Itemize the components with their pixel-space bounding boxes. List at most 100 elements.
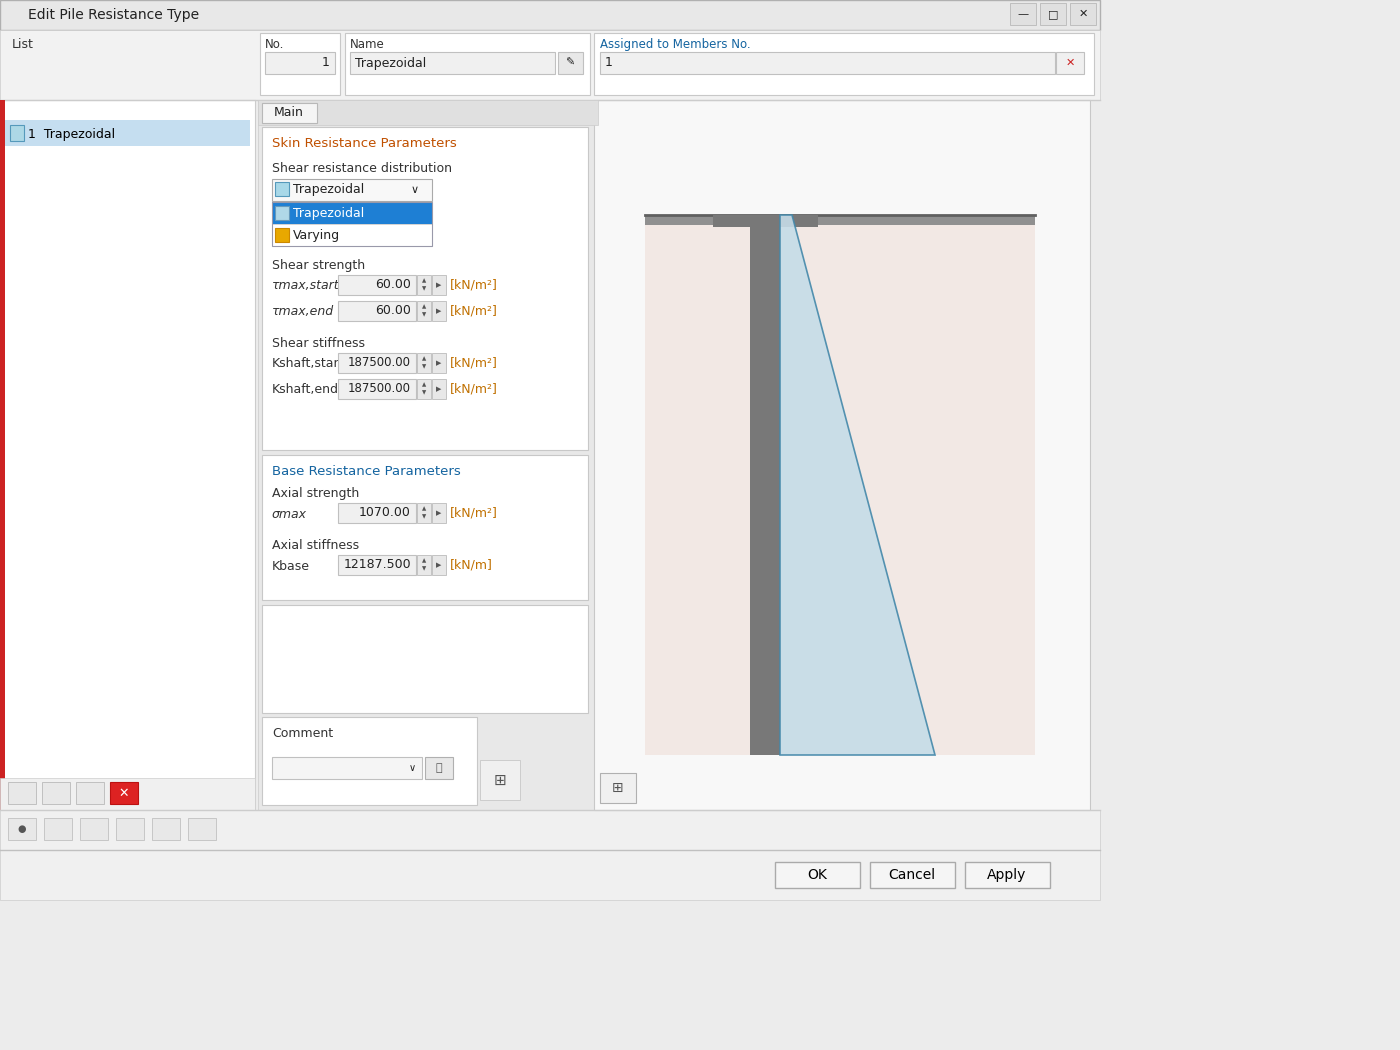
Bar <box>274 182 288 196</box>
Text: ▲: ▲ <box>421 278 426 284</box>
Text: 1: 1 <box>605 57 613 69</box>
Text: ⧉: ⧉ <box>435 763 442 773</box>
Text: ∨: ∨ <box>409 763 416 773</box>
Text: ▶: ▶ <box>437 282 441 288</box>
Text: 1  Trapezoidal: 1 Trapezoidal <box>28 128 115 141</box>
Bar <box>337 275 416 295</box>
Bar <box>272 224 433 246</box>
Text: ▶: ▶ <box>437 510 441 516</box>
Bar <box>116 818 144 840</box>
Bar <box>1056 52 1084 74</box>
Text: ▲: ▲ <box>421 559 426 564</box>
Text: τmax,end: τmax,end <box>272 306 335 318</box>
Bar <box>8 782 36 804</box>
Bar <box>417 353 431 373</box>
Bar <box>433 301 447 321</box>
Bar <box>601 773 636 803</box>
Bar <box>0 30 1100 100</box>
Bar <box>274 206 288 220</box>
Text: Trapezoidal: Trapezoidal <box>293 184 364 196</box>
Text: Base Resistance Parameters: Base Resistance Parameters <box>272 465 461 478</box>
Bar <box>272 202 433 246</box>
Bar <box>111 782 139 804</box>
Text: ●: ● <box>18 824 27 834</box>
Text: [kN/m²]: [kN/m²] <box>449 382 498 396</box>
Text: ▼: ▼ <box>421 567 426 571</box>
Bar <box>274 228 288 242</box>
Bar <box>337 503 416 523</box>
Bar <box>433 555 447 575</box>
Text: ▼: ▼ <box>421 364 426 370</box>
Bar <box>260 33 340 94</box>
Text: ✕: ✕ <box>1065 58 1075 68</box>
Text: τmax,start: τmax,start <box>272 279 340 293</box>
Text: ▼: ▼ <box>421 514 426 520</box>
Bar <box>0 100 6 810</box>
Bar <box>417 503 431 523</box>
Bar <box>8 818 36 840</box>
Bar <box>594 100 1091 810</box>
Text: —: — <box>1018 9 1029 19</box>
Bar <box>645 215 1035 225</box>
Bar <box>1040 3 1065 25</box>
Bar <box>417 379 431 399</box>
Text: Shear stiffness: Shear stiffness <box>272 337 365 350</box>
Bar <box>417 301 431 321</box>
Bar <box>0 0 1100 30</box>
Text: List: List <box>13 38 34 51</box>
Bar <box>965 862 1050 888</box>
Bar <box>559 52 582 74</box>
Bar <box>417 555 431 575</box>
Bar <box>480 760 519 800</box>
Bar <box>272 757 421 779</box>
Bar <box>0 810 1100 851</box>
Text: ▲: ▲ <box>421 506 426 511</box>
Text: Shear resistance distribution: Shear resistance distribution <box>272 162 452 175</box>
Text: Trapezoidal: Trapezoidal <box>293 207 364 219</box>
Text: ✕: ✕ <box>1078 9 1088 19</box>
Text: □: □ <box>1047 9 1058 19</box>
Bar <box>258 100 598 125</box>
Text: σmax: σmax <box>272 507 307 521</box>
Text: Edit Pile Resistance Type: Edit Pile Resistance Type <box>28 8 199 22</box>
Bar <box>258 100 598 810</box>
Bar <box>262 455 588 600</box>
Text: Kshaft,start: Kshaft,start <box>272 357 344 371</box>
Text: Shear strength: Shear strength <box>272 259 365 272</box>
Bar <box>433 379 447 399</box>
Text: ▶: ▶ <box>437 386 441 392</box>
Text: Skin Resistance Parameters: Skin Resistance Parameters <box>272 136 456 150</box>
Bar <box>153 818 181 840</box>
Text: ▶: ▶ <box>437 360 441 366</box>
Text: 187500.00: 187500.00 <box>349 357 412 370</box>
Bar <box>433 503 447 523</box>
Bar <box>869 862 955 888</box>
Text: 60.00: 60.00 <box>375 304 412 317</box>
Text: Assigned to Members No.: Assigned to Members No. <box>601 38 750 51</box>
Text: [kN/m²]: [kN/m²] <box>449 506 498 520</box>
Bar <box>645 215 1035 755</box>
Bar <box>80 818 108 840</box>
Text: 1: 1 <box>322 57 330 69</box>
Text: ⊞: ⊞ <box>494 773 507 788</box>
Bar <box>433 275 447 295</box>
Text: Varying: Varying <box>293 229 340 242</box>
Bar <box>188 818 216 840</box>
Text: [kN/m²]: [kN/m²] <box>449 304 498 317</box>
Text: Main: Main <box>274 106 304 120</box>
Bar <box>1009 3 1036 25</box>
Bar <box>262 127 588 450</box>
Bar <box>42 782 70 804</box>
Text: ▲: ▲ <box>421 357 426 361</box>
Bar <box>1070 3 1096 25</box>
Bar <box>750 215 780 755</box>
Bar <box>0 100 255 810</box>
Bar <box>337 555 416 575</box>
Bar <box>272 202 433 224</box>
Text: ✕: ✕ <box>119 786 129 799</box>
Bar <box>10 125 24 141</box>
Text: Trapezoidal: Trapezoidal <box>356 57 426 69</box>
Bar <box>76 782 104 804</box>
Text: 60.00: 60.00 <box>375 278 412 292</box>
Polygon shape <box>780 215 935 755</box>
